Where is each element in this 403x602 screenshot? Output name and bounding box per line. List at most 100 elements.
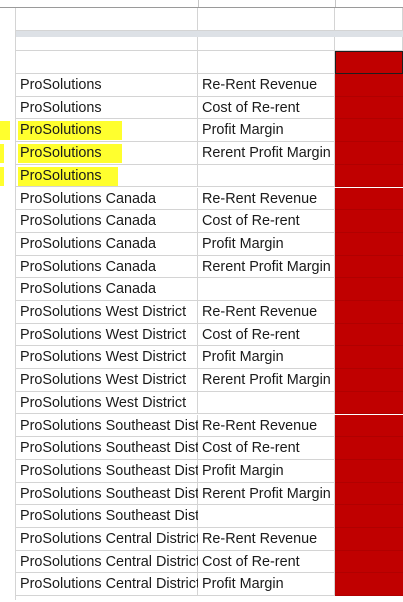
cell-company-name[interactable]: ProSolutions West District (16, 323, 198, 347)
table-row: ProSolutions Canada Rerent Profit Margin (0, 255, 403, 279)
cell-empty[interactable] (16, 51, 198, 74)
company-name-text: ProSolutions Southeast District (20, 440, 198, 457)
cell-metric[interactable]: Re-Rent Revenue (198, 301, 335, 324)
cell-metric[interactable]: Rerent Profit Margin (198, 142, 335, 165)
cell-company-name[interactable]: ProSolutions Canada (16, 210, 198, 233)
red-fill-cell[interactable] (335, 482, 403, 506)
cell-empty[interactable] (198, 51, 335, 74)
red-fill-cell[interactable] (335, 369, 403, 392)
cell-empty[interactable] (335, 8, 403, 31)
company-name-text: ProSolutions (20, 167, 102, 184)
column-header-c[interactable] (335, 0, 403, 7)
cell-empty[interactable] (16, 37, 198, 51)
cell-company-name[interactable]: ProSolutions Southeast District (16, 414, 198, 438)
red-fill-cell[interactable] (335, 573, 403, 597)
cell-company-name[interactable]: ProSolutions Southeast District (16, 437, 198, 460)
cell-company-name[interactable]: ProSolutions West District (16, 391, 198, 415)
cell-company-name[interactable]: ProSolutions (16, 74, 198, 97)
cell-company-name[interactable]: ProSolutions (16, 96, 198, 120)
red-fill-cell[interactable] (335, 210, 403, 233)
cell-company-name[interactable]: ProSolutions Canada (16, 187, 198, 211)
red-fill-cell[interactable] (335, 74, 403, 97)
red-fill-cell[interactable] (335, 255, 403, 279)
cell-metric[interactable]: Rerent Profit Margin (198, 255, 335, 279)
red-fill-cell[interactable] (335, 323, 403, 347)
company-name-text: ProSolutions West District (20, 349, 187, 366)
cell-metric[interactable]: Profit Margin (198, 232, 335, 256)
cell-metric[interactable]: Re-Rent Revenue (198, 528, 335, 551)
cell-metric[interactable]: Profit Margin (198, 119, 335, 143)
cell-metric[interactable] (198, 278, 335, 301)
cell-company-name[interactable]: ProSolutions West District (16, 369, 198, 392)
cell-metric[interactable]: Cost of Re-rent (198, 96, 335, 120)
company-name-text: ProSolutions West District (20, 372, 187, 389)
column-header-b[interactable] (198, 0, 336, 7)
metric-text: Cost of Re-rent (202, 440, 300, 457)
cell-empty[interactable] (335, 37, 403, 51)
red-fill-cell[interactable] (335, 437, 403, 460)
red-fill-cell-selected[interactable] (335, 51, 403, 74)
cell-empty[interactable] (198, 37, 335, 51)
red-fill-cell[interactable] (335, 142, 403, 165)
cell-empty[interactable] (16, 8, 198, 31)
red-fill-cell[interactable] (335, 550, 403, 574)
cell-metric[interactable]: Cost of Re-rent (198, 550, 335, 574)
cell-metric[interactable]: Cost of Re-rent (198, 210, 335, 233)
column-header-a[interactable] (0, 0, 199, 7)
cell-metric[interactable]: Cost of Re-rent (198, 437, 335, 460)
cell-metric[interactable]: Profit Margin (198, 573, 335, 597)
red-fill-cell[interactable] (335, 528, 403, 551)
red-fill-cell[interactable] (335, 278, 403, 301)
metric-text: Cost of Re-rent (202, 213, 300, 230)
cell-company-name[interactable]: ProSolutions Central District (16, 573, 198, 597)
metric-text: Cost of Re-rent (202, 99, 300, 116)
company-name-text: ProSolutions (20, 145, 102, 162)
cell-company-name[interactable]: ProSolutions West District (16, 301, 198, 324)
cell-company-name[interactable]: ProSolutions Canada (16, 255, 198, 279)
cell-metric[interactable]: Rerent Profit Margin (198, 369, 335, 392)
table-row: ProSolutions Central District Profit Marg… (0, 573, 403, 597)
cell-metric[interactable]: Rerent Profit Margin (198, 482, 335, 506)
cell-metric[interactable] (198, 164, 335, 188)
cell-company-name[interactable]: ProSolutions (0, 119, 198, 143)
cell-metric[interactable]: Profit Margin (198, 346, 335, 370)
cell-metric[interactable]: Re-Rent Revenue (198, 414, 335, 438)
metric-text: Profit Margin (202, 122, 284, 139)
cell-company-name[interactable]: ProSolutions Southeast District (16, 482, 198, 506)
red-fill-cell[interactable] (335, 505, 403, 528)
cell-metric[interactable] (198, 391, 335, 415)
cell-company-name[interactable]: ProSolutions (0, 164, 198, 188)
cell-company-name[interactable]: ProSolutions Southeast District (16, 459, 198, 483)
table-row: ProSolutions West District (0, 391, 403, 415)
cell-metric[interactable] (198, 505, 335, 528)
red-fill-cell[interactable] (335, 346, 403, 370)
cell-company-name[interactable]: ProSolutions (0, 142, 198, 165)
metric-text: Profit Margin (202, 235, 284, 252)
cell-company-name[interactable]: ProSolutions Central District (16, 550, 198, 574)
cell-company-name[interactable]: ProSolutions West District (16, 346, 198, 370)
red-fill-cell[interactable] (335, 119, 403, 143)
cell-company-name[interactable]: ProSolutions Canada (16, 232, 198, 256)
red-fill-cell[interactable] (335, 414, 403, 438)
cell-metric[interactable]: Re-Rent Revenue (198, 74, 335, 97)
cell-metric[interactable]: Profit Margin (198, 459, 335, 483)
cell-empty[interactable] (198, 8, 335, 31)
cell-metric[interactable]: Cost of Re-rent (198, 323, 335, 347)
red-fill-cell[interactable] (335, 459, 403, 483)
cell-metric[interactable]: Re-Rent Revenue (198, 187, 335, 211)
header-band (16, 31, 403, 37)
red-fill-cell[interactable] (335, 187, 403, 211)
metric-text: Re-Rent Revenue (202, 304, 318, 320)
red-fill-cell[interactable] (335, 96, 403, 120)
red-fill-cell[interactable] (335, 391, 403, 415)
red-fill-cell[interactable] (335, 232, 403, 256)
cell-company-name[interactable]: ProSolutions Southeast District (16, 505, 198, 528)
company-name-text: ProSolutions (20, 122, 102, 139)
yellow-highlight (18, 144, 122, 164)
cell-company-name[interactable]: ProSolutions Canada (16, 278, 198, 301)
company-name-text: ProSolutions Southeast District (20, 462, 198, 479)
cell-company-name[interactable]: ProSolutions Central District (16, 528, 198, 551)
red-fill-cell[interactable] (335, 301, 403, 324)
red-fill-cell[interactable] (335, 164, 403, 188)
